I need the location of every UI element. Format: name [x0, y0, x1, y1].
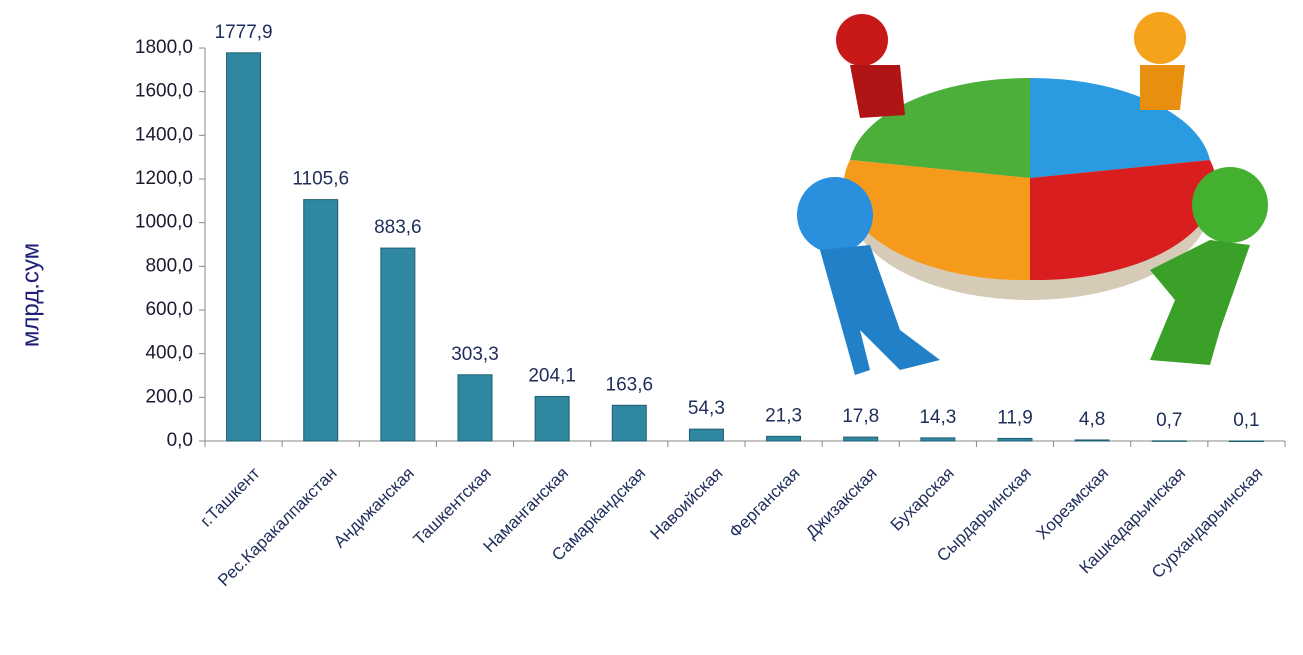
value-label: 1777,9	[215, 22, 273, 43]
bar	[767, 436, 801, 441]
value-label: 11,9	[997, 407, 1033, 428]
y-tick-label: 600,0	[145, 299, 193, 320]
bar	[844, 437, 878, 441]
bar	[1152, 441, 1186, 442]
y-tick-label: 0,0	[167, 430, 193, 451]
x-tick-label: г.Ташкент	[197, 463, 264, 530]
bar	[381, 248, 415, 441]
y-tick-label: 400,0	[145, 343, 193, 364]
bar	[689, 429, 723, 441]
y-tick-label: 1600,0	[135, 81, 193, 102]
value-label: 303,3	[451, 344, 499, 365]
bar	[921, 438, 955, 441]
y-tick-label: 1800,0	[135, 37, 193, 58]
bar	[998, 438, 1032, 441]
x-tick-label: Хорезмская	[1033, 464, 1113, 544]
value-label: 14,3	[919, 407, 956, 428]
y-tick-label: 1200,0	[135, 168, 193, 189]
y-tick-label: 1400,0	[135, 124, 193, 145]
puzzle-illustration	[797, 12, 1268, 375]
value-label: 0,1	[1233, 410, 1259, 431]
bar	[612, 405, 646, 441]
x-tick-label: Ферганская	[725, 464, 803, 542]
x-tick-label: Навоийская	[647, 464, 727, 544]
bar	[458, 375, 492, 441]
figure-head	[797, 177, 873, 253]
figure-body	[1140, 65, 1185, 110]
figure-body	[850, 65, 905, 118]
y-tick-label: 800,0	[145, 255, 193, 276]
value-label: 204,1	[528, 365, 576, 386]
bar	[1075, 440, 1109, 441]
figure-head	[1134, 12, 1186, 64]
value-label: 163,6	[606, 374, 654, 395]
value-label: 17,8	[842, 406, 879, 427]
bar	[535, 396, 569, 441]
figure-head	[1192, 167, 1268, 243]
chart: млрд.сум 0,0 200,0 400,0 600,0 800,0 1000,0 12…	[0, 0, 1303, 655]
x-tick-label: Бухарская	[887, 464, 958, 535]
figure-head	[836, 14, 888, 66]
bar	[227, 53, 261, 441]
y-tick-label: 200,0	[145, 386, 193, 407]
y-axis-label: млрд.сум	[17, 243, 44, 347]
bar	[304, 200, 338, 441]
x-tick-label: Андижанская	[330, 464, 418, 552]
value-label: 1105,6	[292, 169, 349, 190]
value-label: 0,7	[1156, 410, 1182, 431]
value-label: 883,6	[374, 217, 422, 238]
value-label: 21,3	[765, 405, 802, 426]
value-label: 54,3	[688, 398, 725, 419]
value-label: 4,8	[1079, 409, 1105, 430]
x-tick-label: Ташкентская	[410, 464, 495, 549]
y-tick-label: 1000,0	[135, 212, 193, 233]
x-tick-label: Джизакская	[802, 464, 881, 543]
bar	[1229, 441, 1263, 442]
